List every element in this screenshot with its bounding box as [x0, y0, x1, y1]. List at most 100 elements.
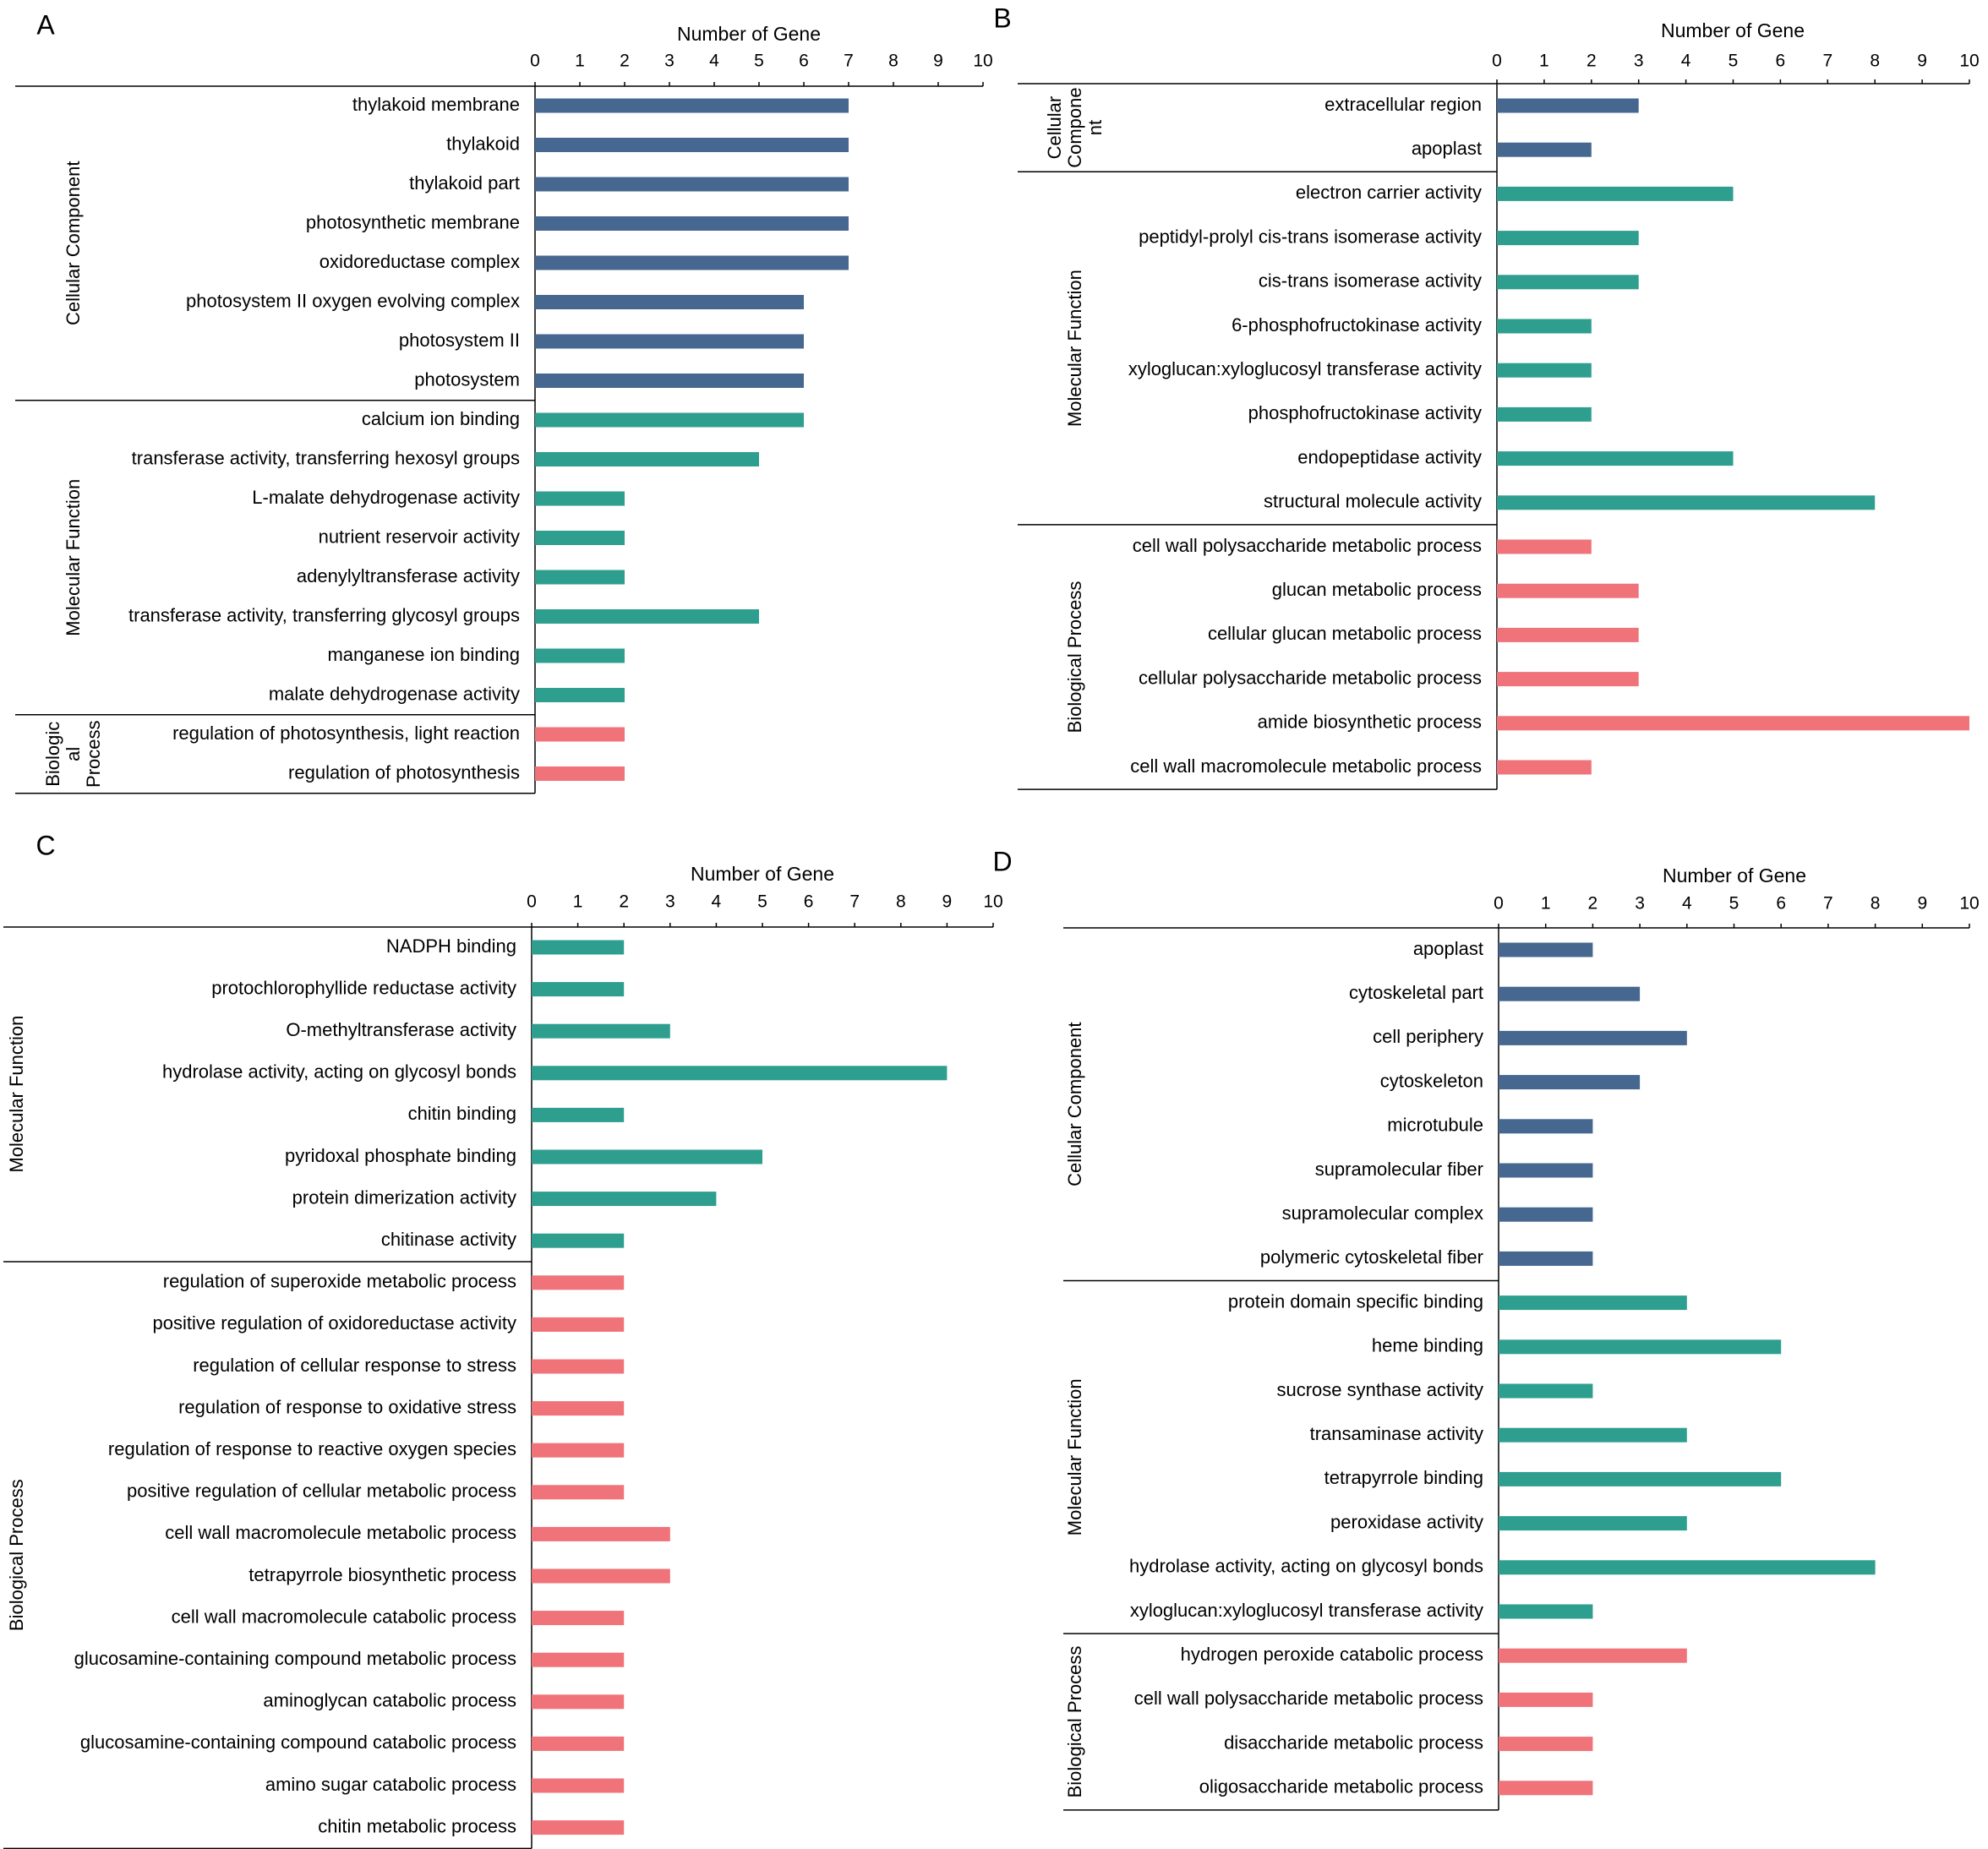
category-label: chitin metabolic process [318, 1815, 516, 1836]
category-label: thylakoid membrane [352, 94, 520, 115]
category-label: sucrose synthase activity [1276, 1379, 1483, 1400]
bar [1499, 1295, 1687, 1311]
bar [535, 374, 804, 388]
category-label: regulation of superoxide metabolic proce… [163, 1271, 516, 1292]
category-label: cell periphery [1373, 1026, 1483, 1047]
category-label: protochlorophyllide reductase activity [211, 977, 516, 998]
category-label: cytoskeletal part [1349, 982, 1483, 1003]
bar [1499, 1648, 1687, 1663]
group-label: Molecular Function [6, 1016, 27, 1173]
bar [535, 766, 625, 781]
category-label: peptidyl-prolyl cis-trans isomerase acti… [1139, 226, 1482, 247]
bar [532, 1778, 625, 1793]
category-label: glucosamine-containing compound metaboli… [74, 1648, 516, 1669]
tick-label: 2 [1588, 894, 1598, 914]
category-label: supramolecular fiber [1315, 1159, 1483, 1180]
bar [1497, 451, 1734, 466]
bar [1497, 583, 1639, 598]
tick-label: 8 [888, 52, 898, 71]
category-label: regulation of photosynthesis, light reac… [172, 723, 520, 744]
category-label: phosphofructokinase activity [1248, 402, 1482, 423]
bar [1499, 1339, 1782, 1355]
tick-label: 9 [942, 892, 953, 912]
bar [532, 1275, 625, 1290]
category-label: tetrapyrrole binding [1324, 1467, 1483, 1488]
category-label: regulation of photosynthesis [288, 761, 520, 783]
bar [532, 940, 625, 955]
bar [1499, 1781, 1593, 1796]
tick-label: 10 [983, 892, 1002, 912]
category-label: heme binding [1372, 1335, 1483, 1356]
bar [1499, 1075, 1641, 1090]
category-label: photosystem [414, 368, 520, 390]
bar [535, 177, 849, 192]
bar [535, 138, 849, 152]
tick-label: 4 [709, 52, 719, 71]
bar [532, 1107, 625, 1122]
tick-label: 1 [573, 892, 583, 912]
category-label: cell wall macromolecule catabolic proces… [172, 1606, 516, 1627]
category-label: L-malate dehydrogenase activity [252, 487, 520, 508]
category-label: apoplast [1413, 938, 1483, 959]
tick-label: 3 [664, 52, 674, 71]
panel-b: B Number of Gene 0 1 2 3 4 5 6 7 8 9 10 extracellular… [993, 3, 1980, 790]
panel-c: C Number of Gene 0 1 2 3 4 5 6 7 8 9 10 NADPH binding… [3, 830, 1003, 1849]
bar [532, 1611, 625, 1626]
category-label: amino sugar catabolic process [265, 1774, 516, 1795]
panel-label: D [992, 846, 1012, 876]
bar [532, 1066, 948, 1081]
category-label: thylakoid [446, 133, 520, 154]
x-axis-title: Number of Gene [1661, 19, 1805, 41]
tick-label: 7 [849, 892, 860, 912]
tick-label: 1 [575, 52, 585, 71]
bar [532, 1526, 670, 1541]
category-label: calcium ion binding [362, 408, 520, 429]
category-label: photosynthetic membrane [306, 211, 520, 232]
group-label: CellularComponent [1044, 87, 1106, 167]
bar [532, 1233, 625, 1248]
panel-d: D Number of Gene 0 1 2 3 4 5 6 7 8 9 10 apoplast cytos… [992, 846, 1980, 1811]
category-label: cis-trans isomerase activity [1259, 270, 1482, 292]
category-label: endopeptidase activity [1297, 446, 1482, 467]
category-label: hydrolase activity, acting on glycosyl b… [1129, 1556, 1483, 1577]
bar [1499, 942, 1593, 957]
bar [1499, 1207, 1593, 1222]
bar [532, 1149, 762, 1164]
bar [535, 609, 759, 624]
tick-label: 2 [620, 52, 630, 71]
bar [532, 1820, 625, 1835]
tick-label: 3 [1635, 894, 1645, 914]
category-label: cytoskeleton [1380, 1070, 1483, 1091]
category-label: protein domain specific binding [1228, 1290, 1483, 1312]
tick-label: 10 [973, 52, 992, 71]
bar [1499, 1030, 1687, 1045]
bar [535, 570, 625, 585]
group-label: BiologicalProcess [42, 721, 104, 788]
bar [532, 1359, 625, 1374]
category-label: cell wall macromolecule metabolic proces… [1130, 755, 1482, 777]
bar [1499, 1383, 1593, 1399]
category-label: photosystem II oxygen evolving complex [186, 290, 520, 311]
category-label: pyridoxal phosphate binding [285, 1145, 516, 1166]
bar [532, 982, 625, 997]
bar [1499, 1163, 1593, 1178]
bar [1497, 627, 1639, 642]
category-label: glucosamine-containing compound cataboli… [80, 1732, 516, 1753]
tick-label: 9 [1917, 894, 1927, 914]
bar [1499, 1427, 1687, 1443]
bar [535, 491, 625, 506]
group-label: Molecular Function [1064, 270, 1085, 427]
tick-label: 9 [1917, 52, 1927, 71]
category-label: cellular glucan metabolic process [1208, 623, 1482, 644]
category-label: positive regulation of cellular metaboli… [127, 1481, 516, 1502]
bar [1497, 406, 1592, 422]
category-label: electron carrier activity [1296, 182, 1482, 203]
tick-label: 6 [1776, 894, 1786, 914]
bar [535, 648, 625, 663]
category-label: regulation of cellular response to stres… [193, 1355, 516, 1376]
panel-label: A [36, 9, 55, 40]
group-label: Biological Process [1064, 1646, 1085, 1798]
panel-label: C [36, 830, 55, 860]
bar [1497, 142, 1592, 157]
bar [1499, 1737, 1593, 1752]
